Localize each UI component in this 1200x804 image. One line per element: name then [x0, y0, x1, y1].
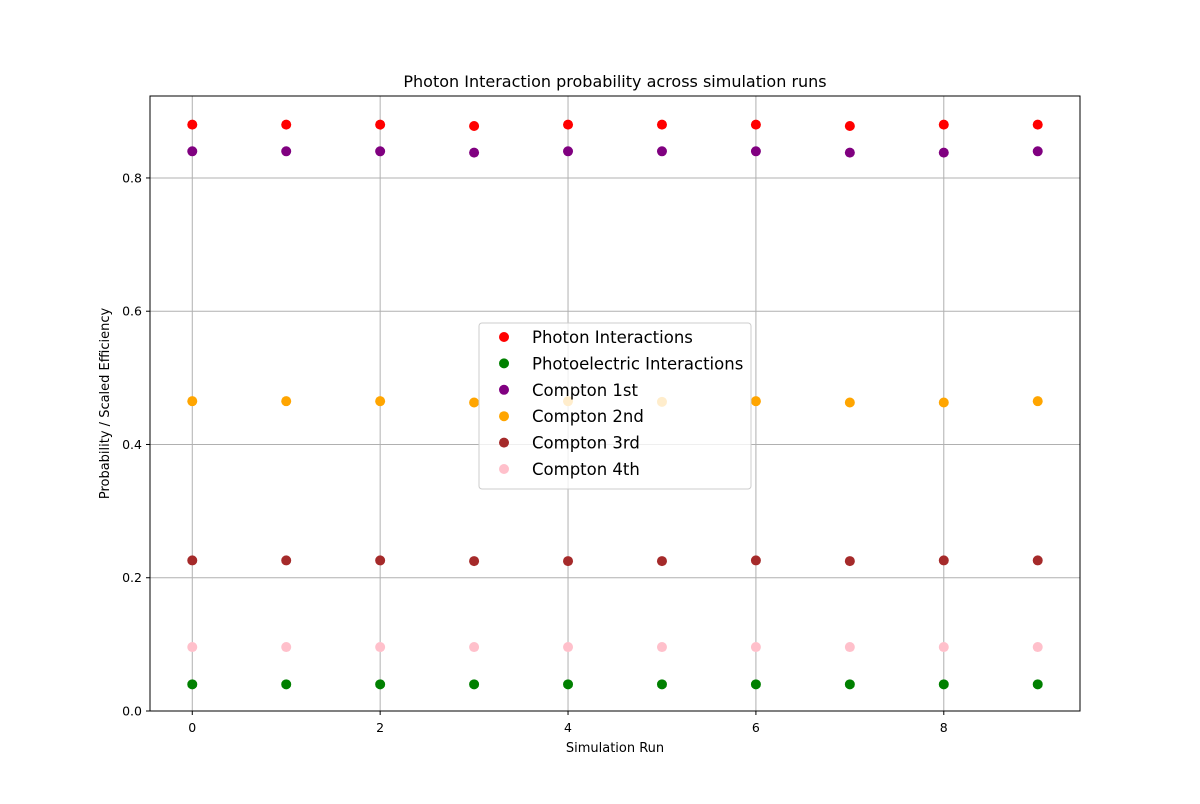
data-point-compton-2nd [281, 396, 292, 407]
data-point-photon-interactions [1032, 119, 1043, 130]
data-point-photon-interactions [938, 119, 949, 130]
legend-marker [499, 464, 509, 474]
data-point-compton-1st [469, 147, 480, 158]
data-point-compton-4th [563, 642, 574, 653]
x-tick-label: 0 [188, 720, 196, 735]
data-point-photon-interactions [469, 120, 480, 131]
data-point-compton-4th [938, 642, 949, 653]
data-point-photoelectric-interactions [375, 679, 386, 690]
data-point-photoelectric-interactions [187, 679, 198, 690]
data-point-compton-3rd [750, 555, 761, 566]
data-point-photon-interactions [375, 119, 386, 130]
x-tick-label: 4 [564, 720, 572, 735]
legend-marker [499, 437, 509, 448]
x-tick-label: 8 [940, 720, 948, 735]
legend-label: Compton 3rd [532, 434, 640, 453]
y-tick-label: 0.0 [122, 704, 142, 719]
data-point-compton-1st [1032, 146, 1043, 157]
legend-label: Compton 4th [532, 460, 640, 479]
legend: Photon Interactions Photoelectric Interac… [478, 322, 752, 490]
data-point-compton-1st [563, 146, 574, 157]
data-point-photon-interactions [281, 119, 292, 130]
data-point-compton-3rd [1032, 555, 1043, 566]
axis-ticks: 0 2 4 6 8 0.0 0.2 0.4 0.6 0.8 [122, 170, 948, 735]
x-axis-label: Simulation Run [566, 741, 664, 756]
data-point-photon-interactions [750, 119, 761, 130]
y-tick-label: 0.2 [122, 570, 142, 585]
chart-title: Photon Interaction probability across si… [403, 72, 826, 91]
data-point-compton-3rd [375, 555, 386, 566]
data-point-compton-4th [187, 642, 198, 653]
x-tick-label: 6 [752, 720, 760, 735]
legend-marker [499, 332, 509, 342]
legend-marker [499, 411, 509, 422]
data-point-compton-3rd [656, 556, 667, 567]
data-point-photoelectric-interactions [844, 679, 855, 690]
x-tick-label: 2 [376, 720, 384, 735]
data-point-compton-4th [375, 642, 386, 653]
legend-label: Photoelectric Interactions [532, 354, 743, 373]
data-point-compton-2nd [187, 396, 198, 407]
legend-box [478, 322, 752, 490]
data-point-compton-1st [844, 147, 855, 158]
data-point-compton-2nd [844, 397, 855, 408]
plot-frame [149, 95, 1081, 712]
data-point-compton-3rd [281, 555, 292, 566]
data-point-photoelectric-interactions [281, 679, 292, 690]
data-point-compton-2nd [469, 397, 480, 408]
data-point-compton-2nd [375, 396, 386, 407]
data-point-compton-1st [750, 146, 761, 157]
legend-marker [499, 384, 509, 395]
y-tick-label: 0.4 [122, 437, 142, 452]
data-point-photoelectric-interactions [750, 679, 761, 690]
data-point-compton-3rd [844, 556, 855, 567]
data-points [187, 119, 1043, 690]
data-point-compton-1st [938, 147, 949, 158]
data-point-photoelectric-interactions [469, 679, 480, 690]
data-point-photoelectric-interactions [938, 679, 949, 690]
data-point-compton-4th [750, 642, 761, 653]
data-point-compton-4th [281, 642, 292, 653]
data-point-compton-4th [1032, 642, 1043, 653]
legend-label: Photon Interactions [532, 328, 693, 347]
data-point-compton-4th [844, 642, 855, 653]
data-point-photoelectric-interactions [656, 679, 667, 690]
data-point-compton-2nd [1032, 396, 1043, 407]
legend-label: Compton 2nd [532, 407, 644, 426]
legend-label: Compton 1st [532, 381, 639, 400]
legend-marker [499, 358, 509, 369]
y-tick-label: 0.8 [122, 170, 142, 185]
data-point-compton-3rd [563, 556, 574, 567]
data-point-compton-3rd [187, 555, 198, 566]
data-point-compton-1st [187, 146, 198, 157]
data-point-compton-1st [656, 146, 667, 157]
data-point-photoelectric-interactions [1032, 679, 1043, 690]
data-point-compton-3rd [469, 556, 480, 567]
y-tick-label: 0.6 [122, 304, 142, 319]
data-point-compton-4th [469, 642, 480, 653]
data-point-compton-2nd [938, 397, 949, 408]
data-point-compton-1st [375, 146, 386, 157]
data-point-photon-interactions [187, 119, 198, 130]
data-point-compton-2nd [750, 396, 761, 407]
data-point-compton-4th [656, 642, 667, 653]
data-point-photon-interactions [656, 119, 667, 130]
data-point-photoelectric-interactions [563, 679, 574, 690]
data-point-photon-interactions [844, 120, 855, 131]
data-point-photon-interactions [563, 119, 574, 130]
y-axis-label: Probability / Scaled Efficiency [98, 308, 113, 500]
data-point-compton-3rd [938, 555, 949, 566]
data-point-compton-1st [281, 146, 292, 157]
